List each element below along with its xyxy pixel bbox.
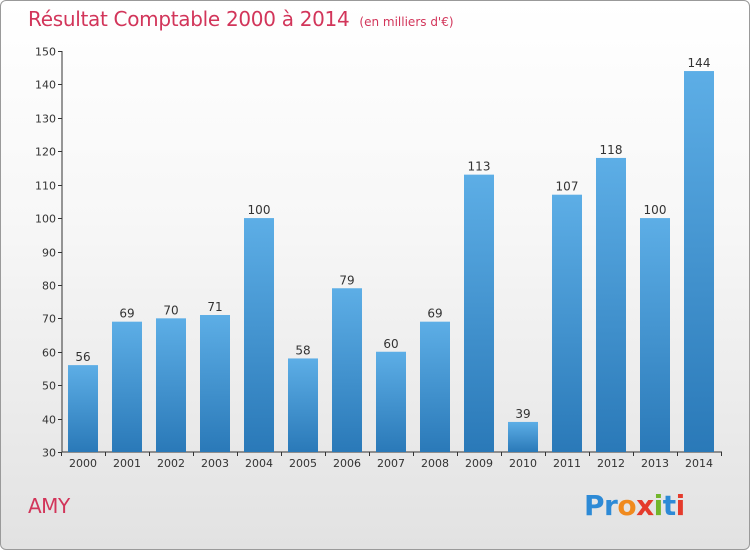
bar [244,218,274,452]
data-label: 100 [248,203,271,217]
data-label: 113 [468,160,491,174]
y-tick-label: 120 [35,146,56,159]
bar [288,358,318,452]
bar [596,157,626,452]
y-tick-label: 50 [42,380,56,393]
bars [68,71,714,453]
x-tick-label: 2004 [245,457,273,470]
data-label: 70 [163,303,178,317]
proxiti-logo: Proxiti [584,489,685,522]
x-tick-label: 2003 [201,457,229,470]
y-tick-label: 70 [42,313,56,326]
bar [156,318,186,452]
y-tick-label: 80 [42,280,56,293]
y-tick-label: 60 [42,347,56,360]
data-labels: 56 69 70 71 100 58 79 60 69 113 39 107 118 100 144 [75,56,710,421]
data-label: 100 [644,203,667,217]
bar [420,321,450,452]
data-label: 118 [600,143,623,157]
y-tick-label: 130 [35,113,56,126]
bar [464,174,494,452]
commune-name: AMY [28,494,70,518]
y-tick-label: 100 [35,213,56,226]
data-label: 107 [556,180,579,194]
chart-title-main: Résultat Comptable 2000 à 2014 [28,7,350,31]
chart-title-unit: (en milliers d'€) [359,15,454,29]
x-tick-label: 2011 [553,457,581,470]
logo-letter: r [604,489,618,522]
y-tick-label: 30 [42,447,56,460]
logo-letter: o [617,489,637,522]
y-tick-label: 90 [42,247,56,260]
logo-letter: i [675,489,686,522]
bar [332,288,362,452]
x-tick-label: 2010 [509,457,537,470]
logo-letter: t [662,489,676,522]
logo-letter: P [584,489,605,522]
data-label: 39 [515,407,530,421]
data-label: 56 [75,350,90,364]
data-label: 69 [119,307,134,321]
bar [68,365,98,452]
bar [508,421,538,452]
data-label: 71 [207,300,222,314]
data-label: 79 [339,273,354,287]
y-tick-label: 140 [35,79,56,92]
bar [552,194,582,453]
x-tick-label: 2012 [597,457,625,470]
data-label: 69 [427,307,442,321]
bar [200,314,230,452]
y-tick-label: 150 [35,46,56,59]
x-tick-label: 2006 [333,457,361,470]
data-label: 58 [295,343,310,357]
x-tick-label: 2005 [289,457,317,470]
bar [684,71,714,453]
x-tick-label: 2009 [465,457,493,470]
x-tick-label: 2002 [157,457,185,470]
logo-letter: x [636,489,654,522]
bar [376,351,406,452]
x-tick-label: 2014 [685,457,713,470]
chart-title: Résultat Comptable 2000 à 2014 (en millie… [28,7,454,31]
y-tick-label: 110 [35,180,56,193]
x-tick-label: 2000 [69,457,97,470]
logo-letter: i [653,489,664,522]
bar [112,321,142,452]
x-tick-label: 2013 [641,457,669,470]
y-tick-label: 40 [42,414,56,427]
data-label: 144 [688,56,711,70]
data-label: 60 [383,337,398,351]
bar [640,218,670,452]
x-tick-label: 2001 [113,457,141,470]
x-tick-label: 2008 [421,457,449,470]
x-tick-label: 2007 [377,457,405,470]
axes: 30 40 50 60 70 80 90 100 110 120 130 140 150 2000 2001… [35,46,722,470]
